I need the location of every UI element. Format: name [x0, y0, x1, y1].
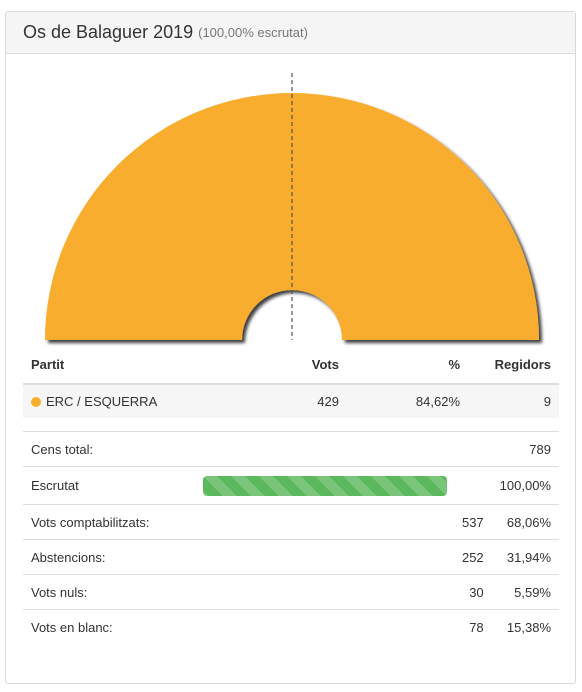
- escrutat-percent: 100,00%: [491, 466, 559, 505]
- party-seats: 9: [468, 384, 559, 418]
- blanc-value: 78: [453, 609, 492, 644]
- stats-row-escrutat: Escrutat 100,00%: [23, 466, 559, 505]
- comptabilitzats-label: Vots comptabilitzats:: [23, 504, 196, 540]
- party-name: ERC / ESQUERRA: [46, 394, 158, 409]
- stats-row-blanc: Vots en blanc: 78 15,38%: [23, 609, 559, 644]
- escrutat-label: Escrutat: [23, 466, 196, 505]
- col-header-vots: Vots: [239, 345, 347, 385]
- turnout-stats-table: Cens total: 789 Escrutat 100,00% Vots co…: [23, 431, 559, 644]
- abstencions-label: Abstencions:: [23, 539, 196, 575]
- party-votes: 429: [239, 384, 347, 418]
- comptabilitzats-value: 537: [453, 504, 492, 540]
- stats-row-abstencions: Abstencions: 252 31,94%: [23, 539, 559, 575]
- nuls-value: 30: [453, 574, 492, 610]
- abstencions-percent: 31,94%: [491, 539, 559, 575]
- stats-row-nuls: Vots nuls: 30 5,59%: [23, 574, 559, 610]
- results-card: Os de Balaguer 2019 (100,00% escrutat) P…: [5, 11, 576, 684]
- card-header: Os de Balaguer 2019 (100,00% escrutat): [6, 12, 575, 54]
- cens-label: Cens total:: [23, 431, 196, 467]
- nuls-label: Vots nuls:: [23, 574, 196, 610]
- comptabilitzats-percent: 68,06%: [491, 504, 559, 540]
- blanc-percent: 15,38%: [491, 609, 559, 644]
- table-row: ERC / ESQUERRA 429 84,62% 9: [23, 384, 559, 418]
- col-header-partit: Partit: [23, 345, 239, 385]
- stats-row-comptabilitzats: Vots comptabilitzats: 537 68,06%: [23, 504, 559, 540]
- nuls-percent: 5,59%: [491, 574, 559, 610]
- party-color-dot: [31, 397, 41, 407]
- party-results-table: Partit Vots % Regidors ERC / ESQUERRA 42…: [23, 345, 559, 418]
- party-cell: ERC / ESQUERRA: [23, 384, 239, 418]
- stats-row-cens: Cens total: 789: [23, 431, 559, 467]
- seats-chart: [45, 73, 539, 340]
- col-header-regidors: Regidors: [468, 345, 559, 385]
- scrutiny-progress-bar: [203, 475, 448, 496]
- blanc-label: Vots en blanc:: [23, 609, 196, 644]
- cens-value: 789: [491, 431, 559, 467]
- page-title: Os de Balaguer 2019: [23, 22, 194, 42]
- col-header-percent: %: [347, 345, 468, 385]
- abstencions-value: 252: [453, 539, 492, 575]
- scrutiny-subtitle: (100,00% escrutat): [198, 25, 308, 40]
- party-percent: 84,62%: [347, 384, 468, 418]
